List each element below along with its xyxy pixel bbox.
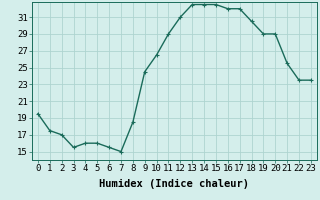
X-axis label: Humidex (Indice chaleur): Humidex (Indice chaleur) [100,179,249,189]
